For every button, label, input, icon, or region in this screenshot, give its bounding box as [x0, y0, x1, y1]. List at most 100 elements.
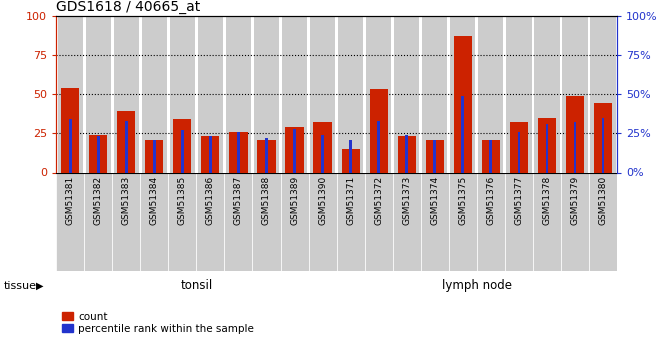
Bar	[566, 96, 584, 172]
Bar	[86, 16, 111, 172]
Bar	[366, 16, 391, 172]
Bar	[561, 172, 589, 271]
Bar	[69, 119, 71, 172]
Bar	[314, 122, 332, 172]
Bar	[257, 139, 276, 172]
Bar	[594, 104, 612, 172]
Text: GSM51387: GSM51387	[234, 176, 243, 225]
Bar	[421, 172, 449, 271]
Bar	[153, 139, 156, 172]
Bar	[84, 172, 112, 271]
Text: GSM51383: GSM51383	[121, 176, 131, 225]
Bar	[370, 89, 388, 172]
Bar	[197, 172, 224, 271]
Bar	[201, 136, 220, 172]
Bar	[181, 130, 183, 172]
Bar	[321, 135, 324, 172]
Bar	[140, 172, 168, 271]
Bar	[285, 127, 304, 172]
Bar	[450, 16, 475, 172]
Bar	[173, 119, 191, 172]
Text: GSM51375: GSM51375	[458, 176, 467, 225]
Bar	[254, 16, 279, 172]
Bar	[589, 172, 617, 271]
Bar	[224, 172, 252, 271]
Bar	[477, 172, 505, 271]
Bar	[280, 172, 309, 271]
Bar	[506, 16, 531, 172]
Bar	[349, 139, 352, 172]
Text: GSM51381: GSM51381	[65, 176, 75, 225]
Text: GDS1618 / 40665_at: GDS1618 / 40665_at	[56, 0, 201, 14]
Text: lymph node: lymph node	[442, 279, 512, 292]
Bar	[114, 16, 139, 172]
Bar	[61, 88, 79, 172]
Bar	[394, 16, 419, 172]
Text: GSM51380: GSM51380	[599, 176, 608, 225]
Bar	[293, 129, 296, 172]
Text: GSM51386: GSM51386	[206, 176, 215, 225]
Bar	[265, 138, 268, 172]
Bar	[393, 172, 421, 271]
Text: GSM51376: GSM51376	[486, 176, 496, 225]
Bar	[434, 139, 436, 172]
Bar	[517, 132, 520, 172]
Bar	[449, 172, 477, 271]
Legend: count, percentile rank within the sample: count, percentile rank within the sample	[61, 310, 255, 335]
Bar	[505, 172, 533, 271]
Bar	[89, 135, 108, 172]
Bar	[535, 16, 560, 172]
Text: GSM51388: GSM51388	[262, 176, 271, 225]
Bar	[145, 139, 164, 172]
Text: GSM51371: GSM51371	[346, 176, 355, 225]
Text: GSM51378: GSM51378	[543, 176, 552, 225]
Text: GSM51374: GSM51374	[430, 176, 440, 225]
Bar	[117, 111, 135, 172]
Bar	[602, 118, 605, 172]
Bar	[341, 149, 360, 172]
Bar	[142, 16, 167, 172]
Bar	[309, 172, 337, 271]
Bar	[168, 172, 197, 271]
Text: GSM51382: GSM51382	[94, 176, 103, 225]
Bar	[405, 135, 408, 172]
Text: tissue: tissue	[3, 281, 36, 290]
Text: tonsil: tonsil	[180, 279, 213, 292]
Text: GSM51372: GSM51372	[374, 176, 383, 225]
Bar	[490, 139, 492, 172]
Bar	[397, 136, 416, 172]
Bar	[378, 121, 380, 172]
Bar	[125, 121, 127, 172]
Bar	[237, 132, 240, 172]
Text: GSM51373: GSM51373	[402, 176, 411, 225]
Bar	[591, 16, 616, 172]
Bar	[453, 36, 472, 172]
Bar	[426, 139, 444, 172]
Bar	[546, 124, 548, 172]
Bar	[533, 172, 561, 271]
Text: GSM51389: GSM51389	[290, 176, 299, 225]
Bar	[510, 122, 528, 172]
Bar	[112, 172, 140, 271]
Bar	[310, 16, 335, 172]
Bar	[478, 16, 504, 172]
Bar	[170, 16, 195, 172]
Text: GSM51377: GSM51377	[514, 176, 523, 225]
Bar	[365, 172, 393, 271]
Bar	[422, 16, 447, 172]
Bar	[562, 16, 587, 172]
Bar	[337, 172, 365, 271]
Bar	[574, 122, 576, 172]
Bar	[482, 139, 500, 172]
Text: GSM51390: GSM51390	[318, 176, 327, 225]
Bar	[56, 172, 84, 271]
Text: GSM51385: GSM51385	[178, 176, 187, 225]
Bar	[226, 16, 251, 172]
Bar	[57, 16, 82, 172]
Bar	[282, 16, 307, 172]
Text: GSM51379: GSM51379	[570, 176, 579, 225]
Bar	[338, 16, 363, 172]
Bar	[97, 136, 100, 172]
Bar	[229, 132, 248, 172]
Bar	[252, 172, 280, 271]
